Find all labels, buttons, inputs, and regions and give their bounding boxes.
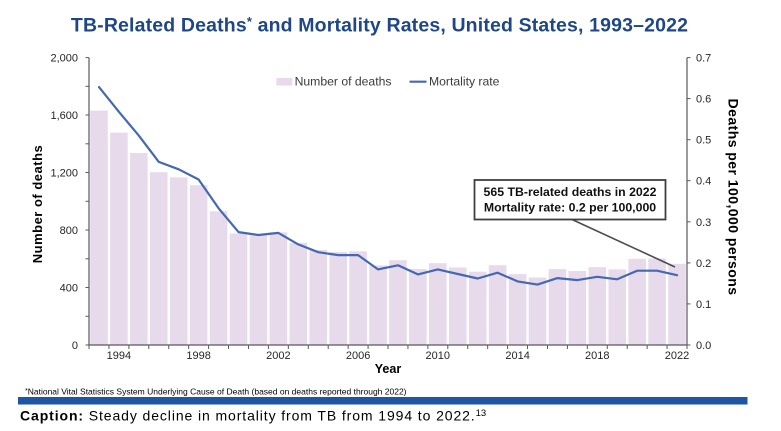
svg-text:0: 0 xyxy=(72,340,78,352)
svg-text:Deaths per 100,000 persons: Deaths per 100,000 persons xyxy=(725,99,741,296)
svg-text:0.1: 0.1 xyxy=(696,299,711,311)
svg-text:Number of deaths: Number of deaths xyxy=(30,145,45,264)
svg-text:2002: 2002 xyxy=(266,350,290,362)
svg-text:Year: Year xyxy=(375,362,402,376)
svg-text:800: 800 xyxy=(60,225,78,237)
svg-text:0.7: 0.7 xyxy=(696,53,711,65)
svg-text:0.6: 0.6 xyxy=(696,94,711,106)
svg-text:Mortality rate: 0.2 per 100,00: Mortality rate: 0.2 per 100,000 xyxy=(484,201,656,215)
svg-text:565 TB-related deaths in 2022: 565 TB-related deaths in 2022 xyxy=(484,185,657,199)
svg-text:1998: 1998 xyxy=(186,350,210,362)
svg-text:2014: 2014 xyxy=(505,350,529,362)
svg-text:0.0: 0.0 xyxy=(696,340,711,352)
svg-text:2,000: 2,000 xyxy=(50,53,78,65)
svg-text:1,200: 1,200 xyxy=(50,168,78,180)
svg-text:*National Vital Statistics Sys: *National Vital Statistics System Underl… xyxy=(25,387,407,397)
svg-text:2018: 2018 xyxy=(585,350,609,362)
svg-text:0.2: 0.2 xyxy=(696,258,711,270)
svg-text:Number of deaths: Number of deaths xyxy=(295,75,392,89)
svg-text:1,600: 1,600 xyxy=(50,110,78,122)
svg-text:2022: 2022 xyxy=(665,350,689,362)
svg-text:400: 400 xyxy=(60,283,78,295)
svg-text:Mortality rate: Mortality rate xyxy=(429,75,500,89)
svg-text:1994: 1994 xyxy=(107,350,131,362)
svg-text:TB-Related Deaths* and Mortali: TB-Related Deaths* and Mortality Rates, … xyxy=(71,14,688,37)
svg-text:2006: 2006 xyxy=(346,350,370,362)
svg-text:0.4: 0.4 xyxy=(696,176,711,188)
svg-text:Caption: Steady decline in mor: Caption: Steady decline in mortality fro… xyxy=(20,407,486,423)
svg-text:0.5: 0.5 xyxy=(696,135,711,147)
svg-text:0.3: 0.3 xyxy=(696,217,711,229)
svg-text:2010: 2010 xyxy=(426,350,450,362)
